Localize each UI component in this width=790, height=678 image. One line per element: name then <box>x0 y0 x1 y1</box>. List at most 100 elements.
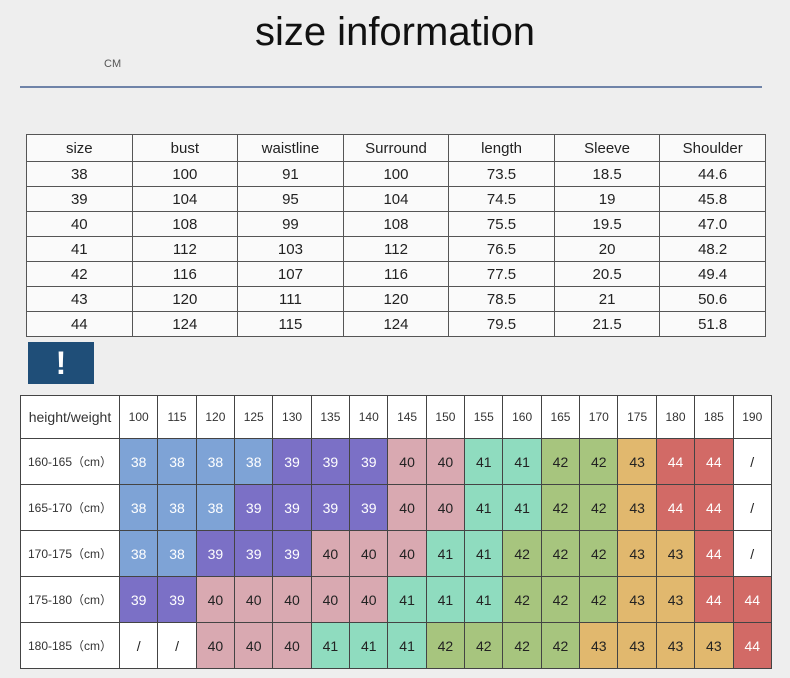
size-cell: / <box>118 622 159 669</box>
size-cell: 44 <box>694 576 734 623</box>
size-cell: 38 <box>195 438 236 485</box>
size-cell: 43 <box>617 622 657 669</box>
size-cell: 38 <box>118 530 159 577</box>
size-cell: 43 <box>617 530 657 577</box>
size-cell: / <box>732 484 772 531</box>
size-cell: 42 <box>579 576 619 623</box>
table-cell: 49.4 <box>659 261 766 287</box>
size-cell: 40 <box>195 622 236 669</box>
size-cell: 39 <box>272 530 312 577</box>
weight-header: 115 <box>157 395 197 439</box>
size-cell: 40 <box>310 576 351 623</box>
size-cell: 42 <box>579 530 619 577</box>
size-cell: 39 <box>234 530 274 577</box>
height-range-label: 160-165（cm） <box>20 438 120 485</box>
size-cell: 38 <box>118 438 159 485</box>
table-cell: 112 <box>342 236 450 262</box>
table-row: 43 120 111 120 78.5 21 50.6 <box>26 286 766 312</box>
height-weight-size-grid: height/weight 100 115 120 125 130 135 140 145 150… <box>20 395 772 669</box>
measurement-body: 38 100 91 100 73.5 18.5 44.6 39 104 95 104 74.5 19 45… <box>26 161 766 337</box>
size-cell: 44 <box>694 438 734 485</box>
size-cell: 42 <box>540 530 581 577</box>
weight-header: 175 <box>617 395 657 439</box>
size-cell: 43 <box>655 576 696 623</box>
table-cell: 20 <box>553 236 661 262</box>
grid-row: 175-180（cm） 39 39 40 40 40 40 40 41 41 41 42 42 42 43 4… <box>20 576 772 623</box>
size-cell: 41 <box>387 622 427 669</box>
size-cell: 42 <box>502 530 542 577</box>
alert-badge: ! <box>28 342 94 384</box>
table-row: 39 104 95 104 74.5 19 45.8 <box>26 186 766 212</box>
table-row: 38 100 91 100 73.5 18.5 44.6 <box>26 161 766 187</box>
table-cell: 43 <box>26 286 133 312</box>
size-cell: 43 <box>694 622 734 669</box>
size-cell: / <box>732 438 772 485</box>
table-cell: 99 <box>237 211 344 237</box>
column-header-bust: bust <box>131 134 239 162</box>
column-header-length: length <box>448 134 555 162</box>
table-cell: 78.5 <box>448 286 555 312</box>
height-range-label: 165-170（cm） <box>20 484 120 531</box>
table-cell: 108 <box>131 211 239 237</box>
measurement-table: size bust waistline Surround length Sleeve Sho… <box>26 134 766 337</box>
table-cell: 73.5 <box>448 161 555 187</box>
size-cell: 40 <box>387 530 427 577</box>
size-cell: 39 <box>349 438 389 485</box>
size-cell: 42 <box>540 622 581 669</box>
table-cell: 107 <box>237 261 344 287</box>
table-row: 40 108 99 108 75.5 19.5 47.0 <box>26 211 766 237</box>
column-header-waistline: waistline <box>237 134 344 162</box>
size-cell: 40 <box>234 622 274 669</box>
size-cell: 43 <box>617 438 657 485</box>
measurement-header-row: size bust waistline Surround length Sleeve Sho… <box>26 134 766 162</box>
table-row: 41 112 103 112 76.5 20 48.2 <box>26 236 766 262</box>
size-cell: 40 <box>310 530 351 577</box>
table-cell: 45.8 <box>659 186 766 212</box>
grid-row: 170-175（cm） 38 38 39 39 39 40 40 40 41 41 42 42 42 43 4… <box>20 530 772 577</box>
size-cell: 40 <box>272 622 312 669</box>
size-cell: 43 <box>617 484 657 531</box>
size-cell: 41 <box>464 576 504 623</box>
table-cell: 120 <box>131 286 239 312</box>
size-cell: 38 <box>157 438 197 485</box>
size-cell: 42 <box>579 484 619 531</box>
column-header-surround: Surround <box>342 134 450 162</box>
size-cell: 44 <box>655 438 696 485</box>
size-cell: 42 <box>579 438 619 485</box>
size-cell: 44 <box>694 484 734 531</box>
size-cell: 41 <box>425 576 466 623</box>
size-cell: 43 <box>617 576 657 623</box>
table-cell: 42 <box>26 261 133 287</box>
size-cell: 42 <box>540 438 581 485</box>
size-cell: / <box>732 530 772 577</box>
table-cell: 19.5 <box>553 211 661 237</box>
table-cell: 39 <box>26 186 133 212</box>
table-cell: 21 <box>553 286 661 312</box>
size-cell: 39 <box>272 438 312 485</box>
size-cell: 38 <box>234 438 274 485</box>
table-cell: 40 <box>26 211 133 237</box>
grid-body: 160-165（cm） 38 38 38 38 39 39 39 40 40 41 41 42 42 43 4… <box>20 438 772 669</box>
table-cell: 44 <box>26 311 133 337</box>
size-cell: 38 <box>195 484 236 531</box>
table-cell: 103 <box>237 236 344 262</box>
weight-header: 190 <box>732 395 772 439</box>
size-cell: 43 <box>579 622 619 669</box>
page-title: size information <box>254 10 536 54</box>
height-range-label: 180-185（cm） <box>20 622 120 669</box>
size-cell: 42 <box>502 576 542 623</box>
table-cell: 41 <box>26 236 133 262</box>
weight-header: 100 <box>118 395 159 439</box>
size-cell: 41 <box>464 484 504 531</box>
table-cell: 104 <box>131 186 239 212</box>
size-cell: 43 <box>655 530 696 577</box>
size-cell: 42 <box>502 622 542 669</box>
size-cell: 43 <box>655 622 696 669</box>
table-cell: 95 <box>237 186 344 212</box>
table-cell: 21.5 <box>553 311 661 337</box>
size-cell: 39 <box>272 484 312 531</box>
table-cell: 112 <box>131 236 239 262</box>
size-cell: 40 <box>195 576 236 623</box>
table-cell: 111 <box>237 286 344 312</box>
weight-header: 185 <box>694 395 734 439</box>
